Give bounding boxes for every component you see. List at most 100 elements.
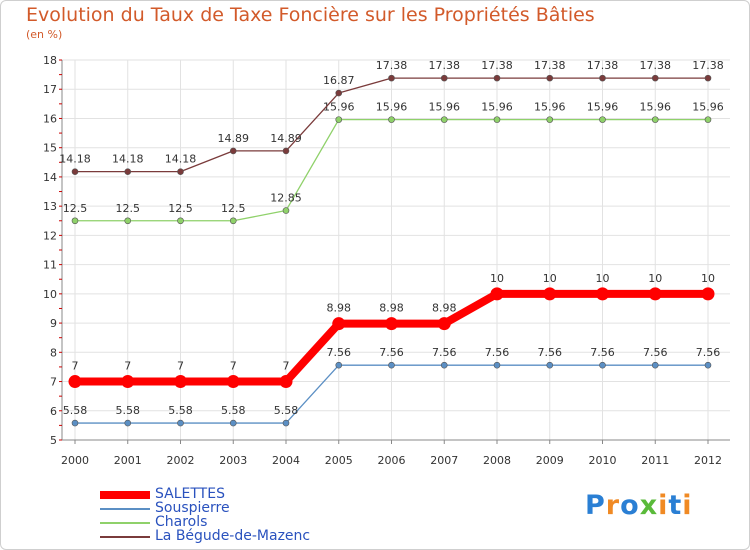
data-point [437, 317, 451, 331]
y-tick-label: 5 [50, 434, 57, 447]
data-point [68, 375, 82, 389]
logo-letter: r [605, 490, 621, 521]
data-label: 8.98 [432, 302, 457, 315]
data-label: 15.96 [376, 101, 408, 114]
data-label: 10 [490, 272, 504, 285]
data-label: 7.56 [696, 346, 721, 359]
data-label: 12.5 [168, 202, 193, 215]
data-point [332, 317, 346, 331]
data-label: 12.5 [221, 202, 246, 215]
data-point [124, 419, 132, 427]
data-label: 10 [648, 272, 662, 285]
data-point [335, 116, 343, 123]
data-point [704, 361, 712, 369]
data-point [388, 74, 395, 82]
data-label: 17.38 [640, 59, 672, 72]
data-label: 17.38 [481, 59, 513, 72]
legend-label: Souspierre [155, 500, 230, 516]
data-point [282, 207, 290, 214]
data-label: 10 [543, 272, 557, 285]
x-tick-label: 2009 [536, 454, 564, 467]
y-tick-label: 7 [50, 376, 57, 389]
data-point [229, 419, 237, 427]
data-point [71, 168, 79, 175]
data-label: 10 [596, 272, 610, 285]
data-label: 14.18 [165, 153, 197, 166]
data-point [543, 287, 557, 301]
data-point [121, 375, 135, 389]
data-label: 14.18 [112, 153, 144, 166]
data-point [335, 361, 343, 369]
data-point [704, 74, 712, 82]
data-label: 15.96 [429, 101, 461, 114]
legend-label: Charols [155, 514, 208, 530]
data-label: 8.98 [327, 302, 352, 315]
data-point [71, 419, 79, 427]
data-label: 7.56 [643, 346, 668, 359]
data-point [651, 116, 659, 123]
data-point [229, 147, 237, 155]
data-label: 5.58 [221, 404, 246, 417]
x-tick-label: 2001 [114, 454, 142, 467]
data-label: 7.56 [538, 346, 563, 359]
legend-swatch [100, 522, 150, 524]
data-label: 7 [177, 360, 184, 373]
data-label: 7.56 [327, 346, 352, 359]
proxiti-logo: Proxiti [585, 490, 693, 521]
data-label: 17.38 [692, 59, 724, 72]
data-point [546, 361, 554, 369]
logo-letter: i [682, 490, 693, 521]
data-label: 15.96 [692, 101, 724, 114]
data-label: 10 [701, 272, 715, 285]
data-label: 17.38 [429, 59, 461, 72]
x-tick-label: 2006 [378, 454, 406, 467]
data-label: 17.38 [534, 59, 566, 72]
data-point [174, 375, 187, 389]
y-tick-label: 15 [43, 142, 57, 155]
data-point [388, 361, 395, 369]
data-point [279, 375, 293, 389]
legend-swatch [100, 536, 150, 538]
data-label: 14.89 [270, 132, 302, 145]
data-label: 15.96 [534, 101, 566, 114]
data-label: 7 [72, 360, 79, 373]
data-label: 14.89 [218, 132, 250, 145]
data-point [546, 74, 554, 82]
data-point [651, 74, 659, 82]
data-point [648, 287, 662, 301]
data-point [493, 116, 501, 123]
logo-letter: x [639, 490, 659, 521]
x-tick-label: 2003 [219, 454, 247, 467]
data-point [701, 287, 715, 301]
data-point [440, 361, 448, 369]
data-point [388, 116, 395, 123]
logo-letter: o [620, 490, 640, 521]
data-point [546, 116, 554, 123]
data-point [282, 419, 290, 427]
data-point [599, 74, 606, 82]
data-label: 5.58 [63, 404, 88, 417]
data-point [440, 116, 448, 123]
x-tick-label: 2000 [61, 454, 89, 467]
data-point [226, 375, 240, 389]
data-point [124, 217, 132, 225]
data-label: 12.5 [116, 202, 141, 215]
data-point [490, 287, 504, 301]
y-tick-label: 9 [50, 317, 57, 330]
x-tick-label: 2002 [167, 454, 195, 467]
y-tick-label: 18 [43, 54, 57, 67]
data-label: 17.38 [587, 59, 619, 72]
data-point [124, 168, 132, 175]
data-point [440, 74, 448, 82]
data-point [177, 419, 184, 427]
data-label: 5.58 [274, 404, 299, 417]
logo-letter: t [668, 490, 683, 521]
logo-letter: i [658, 490, 669, 521]
y-tick-label: 13 [43, 200, 57, 213]
data-point [282, 147, 290, 155]
y-tick-label: 6 [50, 405, 57, 418]
data-label: 7 [230, 360, 237, 373]
data-label: 7.56 [485, 346, 510, 359]
data-label: 7.56 [590, 346, 615, 359]
data-label: 12.85 [270, 192, 302, 205]
